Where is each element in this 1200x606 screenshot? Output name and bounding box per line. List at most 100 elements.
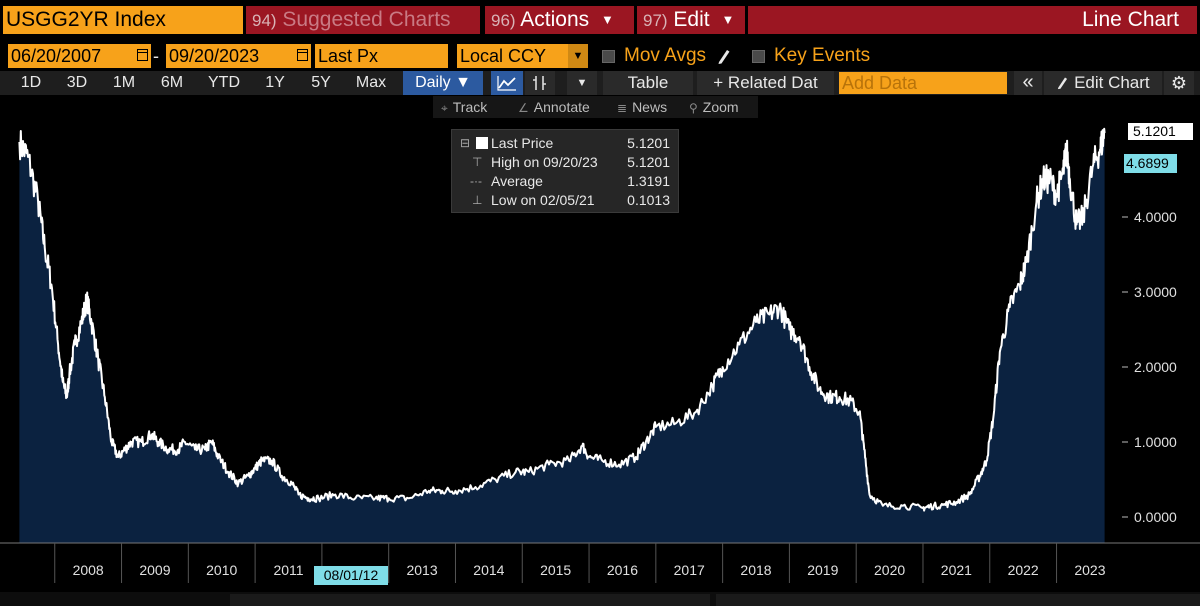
calendar-icon[interactable] — [297, 49, 308, 61]
end-date-value: 09/20/2023 — [169, 46, 260, 66]
y-tick-label: 0.0000 — [1134, 509, 1177, 525]
series-swatch — [476, 137, 488, 149]
average-marker-icon: -·- — [470, 174, 482, 188]
start-date-value: 06/20/2007 — [11, 46, 102, 66]
chart-type-title: Line Chart — [748, 6, 1197, 34]
status-segment — [716, 594, 1200, 606]
y-tick-label: 1.0000 — [1134, 434, 1177, 450]
table-button[interactable]: Table — [603, 71, 693, 95]
mov-avgs-label: Mov Avgs — [624, 45, 707, 66]
annotate-tool[interactable]: ∠ Annotate — [518, 96, 590, 118]
period-6m-button[interactable]: 6M — [160, 74, 184, 91]
period-1y-button[interactable]: 1Y — [265, 74, 285, 91]
line-chart-icon[interactable] — [491, 71, 523, 95]
legend-low: ⊥ Low on 02/05/21 0.1013 — [456, 191, 676, 210]
menu-number: 96) — [491, 11, 516, 30]
ticker-field[interactable]: USGG2YR Index — [3, 6, 243, 34]
magnifier-icon: ⚲ — [689, 101, 698, 115]
x-axis: 2008 2009 2010 2011 2013 2014 2015 2016 2017 2018… — [0, 542, 1200, 583]
caret-down-icon: ▼ — [455, 74, 471, 91]
x-tick-label: 2010 — [206, 562, 237, 578]
currency-value: Local CCY — [460, 46, 547, 66]
key-events-checkbox[interactable] — [752, 50, 765, 63]
x-tick-label: 2017 — [674, 562, 705, 578]
x-tick-label: 2021 — [941, 562, 972, 578]
x-tick-label: 2016 — [607, 562, 638, 578]
track-label: Track — [452, 99, 488, 115]
start-date-field[interactable]: 06/20/2007 — [8, 44, 151, 68]
price-field-select[interactable]: Last Px — [315, 44, 448, 68]
legend-value: 5.1201 — [627, 154, 670, 170]
edit-chart-label: Edit Chart — [1074, 73, 1150, 92]
chart-legend[interactable]: ⊟ Last Price 5.1201 ⊤ High on 09/20/23 5… — [451, 129, 679, 213]
end-date-field[interactable]: 09/20/2023 — [166, 44, 311, 68]
legend-value: 0.1013 — [627, 192, 670, 208]
menu-number: 97) — [643, 11, 668, 30]
collapse-icon[interactable]: « — [1014, 71, 1042, 95]
crosshair-value-tag: 4.6899 — [1124, 154, 1177, 173]
calendar-icon[interactable] — [137, 49, 148, 61]
edit-chart-button[interactable]: Edit Chart — [1044, 71, 1162, 95]
pencil-icon[interactable] — [717, 47, 731, 65]
period-1m-button[interactable]: 1M — [112, 74, 136, 91]
x-tick-label: 2022 — [1008, 562, 1039, 578]
gear-icon[interactable]: ⚙ — [1164, 71, 1194, 95]
currency-select[interactable]: Local CCY ▼ — [457, 44, 588, 68]
dropdown-arrow-icon: ▼ — [568, 44, 588, 68]
legend-value: 5.1201 — [627, 135, 670, 151]
x-tick-label: 2023 — [1074, 562, 1105, 578]
period-1d-button[interactable]: 1D — [20, 74, 42, 91]
series-area — [19, 128, 1105, 543]
news-label: News — [632, 99, 668, 115]
x-tick-label: 2019 — [807, 562, 838, 578]
x-tick-label: 2015 — [540, 562, 571, 578]
actions-menu[interactable]: 96) Actions ▼ — [485, 6, 634, 34]
frequency-select[interactable]: Daily ▼ — [403, 71, 483, 95]
legend-value: 1.3191 — [627, 173, 670, 189]
x-tick-label: 2018 — [740, 562, 771, 578]
x-tick-label: 2014 — [473, 562, 504, 578]
add-data-input[interactable]: Add Data — [839, 72, 1007, 94]
zoom-tool[interactable]: ⚲ Zoom — [689, 96, 739, 118]
news-icon: ≣ — [617, 101, 628, 115]
y-tick-label: 4.0000 — [1134, 209, 1177, 225]
y-axis: 0.0000 1.0000 2.0000 3.0000 4.0000 — [1122, 209, 1177, 525]
x-tick-label: 2020 — [874, 562, 905, 578]
news-tool[interactable]: ≣ News — [617, 96, 667, 118]
mov-avgs-checkbox[interactable] — [602, 50, 615, 63]
settings-bar: 06/20/2007 - 09/20/2023 Last Px Local CC… — [0, 44, 1200, 70]
collapse-box-icon[interactable]: ⊟ — [460, 136, 471, 150]
legend-label: Last Price — [491, 135, 554, 151]
low-marker-icon: ⊥ — [472, 193, 483, 207]
annotate-label: Annotate — [533, 99, 590, 115]
track-tool[interactable]: ⌖ Track — [441, 96, 487, 118]
pencil-icon — [1058, 77, 1068, 90]
key-events-label: Key Events — [774, 45, 871, 66]
period-3d-button[interactable]: 3D — [66, 74, 88, 91]
bar-chart-icon[interactable] — [525, 71, 555, 95]
legend-high: ⊤ High on 09/20/23 5.1201 — [456, 153, 676, 172]
high-marker-icon: ⊤ — [472, 155, 483, 169]
title-bar: USGG2YR Index 94) Suggested Charts 96) A… — [0, 0, 1200, 40]
period-max-button[interactable]: Max — [355, 74, 387, 91]
menu-label: Suggested Charts — [282, 8, 451, 31]
crosshair-date-tag: 08/01/12 — [314, 566, 388, 585]
frequency-label: Daily — [415, 74, 451, 91]
period-ytd-button[interactable]: YTD — [208, 74, 240, 91]
period-5y-button[interactable]: 5Y — [311, 74, 331, 91]
related-data-button[interactable]: + Related Dat — [697, 71, 834, 95]
legend-average: -·- Average 1.3191 — [456, 172, 676, 191]
y-tick-label: 2.0000 — [1134, 359, 1177, 375]
date-separator: - — [153, 46, 159, 66]
legend-label: Average — [491, 173, 543, 189]
x-tick-label: 2011 — [273, 562, 303, 578]
menu-number: 94) — [252, 11, 277, 30]
chart-options-caret-icon[interactable]: ▼ — [567, 71, 597, 95]
zoom-label: Zoom — [702, 99, 739, 115]
edit-menu[interactable]: 97) Edit ▼ — [637, 6, 745, 34]
suggested-charts-menu[interactable]: 94) Suggested Charts — [246, 6, 480, 34]
x-tick-label: 2013 — [406, 562, 437, 578]
last-price-tag: 5.1201 — [1127, 122, 1194, 141]
status-bar — [0, 592, 1200, 606]
legend-last-price: ⊟ Last Price 5.1201 — [456, 134, 676, 153]
